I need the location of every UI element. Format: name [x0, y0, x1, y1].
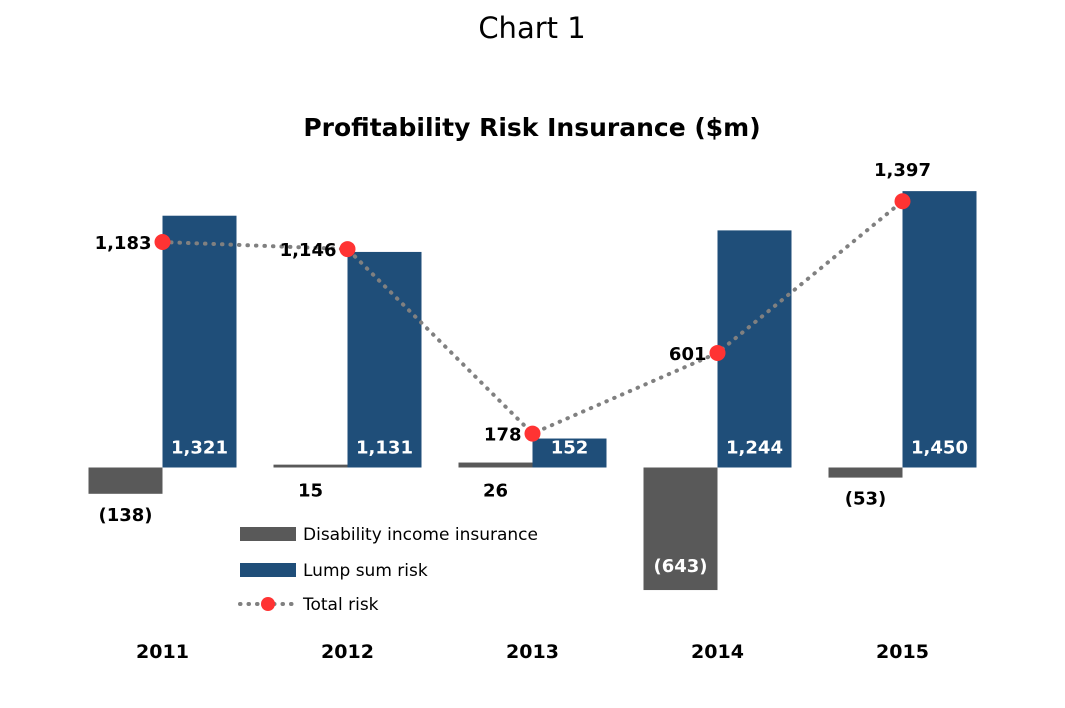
label-lumpsum-2015: 1,450: [911, 438, 968, 459]
bar-disability-2012: [273, 464, 348, 468]
labels-layer: 1,321 1,131 152 1,244 1,450 (138) 15 26 (643) (53…: [95, 160, 968, 577]
label-disability-2014: (643): [653, 556, 707, 577]
label-total-2014: 601: [669, 344, 707, 365]
total-risk-marker-2013: [524, 425, 541, 442]
bar-lumpsum-2014: [717, 230, 792, 468]
total-risk-marker-2015: [894, 193, 911, 210]
legend-swatch-disability: [240, 527, 296, 541]
bar-disability-2011: [88, 467, 163, 494]
x-tick-2014: 2014: [691, 641, 744, 663]
label-total-2013: 178: [484, 425, 522, 446]
x-tick-2013: 2013: [506, 641, 559, 663]
label-disability-2012: 15: [298, 481, 323, 502]
label-disability-2015: (53): [845, 489, 887, 510]
bar-disability-2014: [643, 467, 718, 591]
x-tick-2015: 2015: [876, 641, 929, 663]
bar-lumpsum-2015: [902, 191, 977, 468]
legend-label-disability: Disability income insurance: [303, 525, 538, 545]
total-risk-marker-2012: [339, 241, 356, 258]
bars-layer: [88, 191, 977, 591]
label-lumpsum-2014: 1,244: [726, 438, 783, 459]
label-total-2015: 1,397: [874, 160, 931, 181]
label-lumpsum-2012: 1,131: [356, 438, 413, 459]
bar-lumpsum-2013: [532, 438, 607, 468]
chart-title: Profitability Risk Insurance ($m): [303, 113, 760, 142]
label-total-2012: 1,146: [280, 240, 337, 261]
bar-lumpsum-2012: [347, 251, 422, 468]
legend-label-lumpsum: Lump sum risk: [303, 561, 428, 581]
legend-swatch-lumpsum: [240, 563, 296, 577]
line-layer: [154, 193, 911, 442]
legend-swatch-total-marker: [261, 597, 275, 611]
x-tick-2012: 2012: [321, 641, 374, 663]
label-lumpsum-2011: 1,321: [171, 438, 228, 459]
bar-disability-2013: [458, 462, 533, 468]
bar-disability-2015: [828, 467, 903, 478]
label-total-2011: 1,183: [95, 233, 152, 254]
bar-lumpsum-2011: [162, 215, 237, 468]
legend-label-total: Total risk: [302, 595, 379, 615]
total-risk-marker-2014: [709, 344, 726, 361]
legend: Disability income insurance Lump sum risk…: [238, 525, 538, 615]
label-disability-2011: (138): [98, 505, 152, 526]
total-risk-marker-2011: [154, 234, 171, 251]
x-axis: 2011 2012 2013 2014 2015: [136, 641, 929, 663]
label-lumpsum-2013: 152: [551, 438, 589, 459]
x-tick-2011: 2011: [136, 641, 189, 663]
page-title: Chart 1: [478, 11, 585, 45]
label-disability-2013: 26: [483, 481, 508, 502]
